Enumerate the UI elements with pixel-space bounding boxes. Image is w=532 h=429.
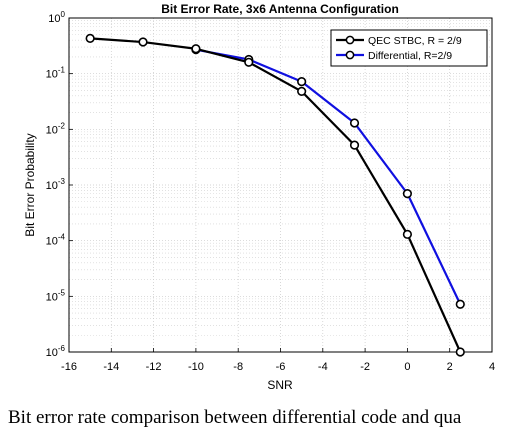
x-tick-label: -12: [146, 361, 162, 373]
x-tick-label: -14: [103, 361, 119, 373]
series-differential-point: [349, 118, 360, 128]
series-differential-line: [195, 48, 462, 305]
x-tick-label: -10: [188, 361, 204, 373]
x-tick-label: 2: [447, 361, 453, 373]
y-tick-label: 10-2: [46, 121, 66, 136]
y-tick-label: 10-6: [46, 344, 66, 359]
series-qec-stbc-point: [455, 347, 465, 357]
series-qec-stbc-point: [297, 86, 307, 97]
series-layer: [85, 33, 465, 357]
series-differential-point: [455, 299, 465, 309]
x-tick-label: -8: [233, 361, 243, 373]
y-tick-label: 10-4: [46, 233, 66, 248]
series-qec-stbc-line: [90, 37, 462, 353]
x-axis-label: SNR: [267, 378, 293, 392]
x-tick-label: 0: [404, 361, 410, 373]
legend-box: [330, 29, 488, 67]
y-tick-label: 10-5: [46, 288, 66, 303]
series-qec-stbc-point: [191, 44, 201, 54]
series-qec-stbc-point: [85, 33, 95, 44]
y-axis: 100 10-1 10-2 10-3 10-4 10-5 10-6: [46, 10, 73, 359]
legend-entry-qec-stbc-label: QEC STBC, R = 2/9: [368, 35, 462, 47]
legend-entry-differential-label: Differential, R=2/9: [368, 50, 452, 62]
x-tick-label: -2: [360, 361, 370, 373]
series-differential-point: [402, 189, 413, 199]
y-tick-label: 100: [48, 10, 65, 25]
chart-title: Bit Error Rate, 3x6 Antenna Configuratio…: [161, 2, 399, 16]
y-tick-label: 10-3: [46, 177, 66, 192]
series-qec-stbc-point: [244, 57, 254, 67]
legend: QEC STBC, R = 2/9 Differential, R=2/9: [330, 29, 488, 67]
x-axis: -16 -14 -12 -10 -8 -6 -4 -2 0 2 4: [61, 348, 495, 373]
series-qec-stbc-point: [349, 140, 360, 150]
ber-chart: Bit Error Rate, 3x6 Antenna Configuratio…: [23, 2, 496, 392]
x-tick-label: -4: [318, 361, 328, 373]
x-tick-label: 4: [489, 361, 495, 373]
legend-entry-differential-marker: [345, 50, 355, 60]
figure-caption: Bit error rate comparison between differ…: [8, 407, 462, 428]
series-qec-stbc-point: [402, 229, 413, 239]
x-tick-label: -16: [61, 361, 77, 373]
y-axis-label: Bit Error Probability: [23, 133, 37, 236]
x-tick-label: -6: [276, 361, 286, 373]
legend-entry-qec-stbc-marker: [345, 35, 355, 45]
series-differential-point: [297, 77, 307, 87]
y-tick-label: 10-1: [46, 66, 66, 81]
series-qec-stbc-point: [138, 37, 148, 47]
